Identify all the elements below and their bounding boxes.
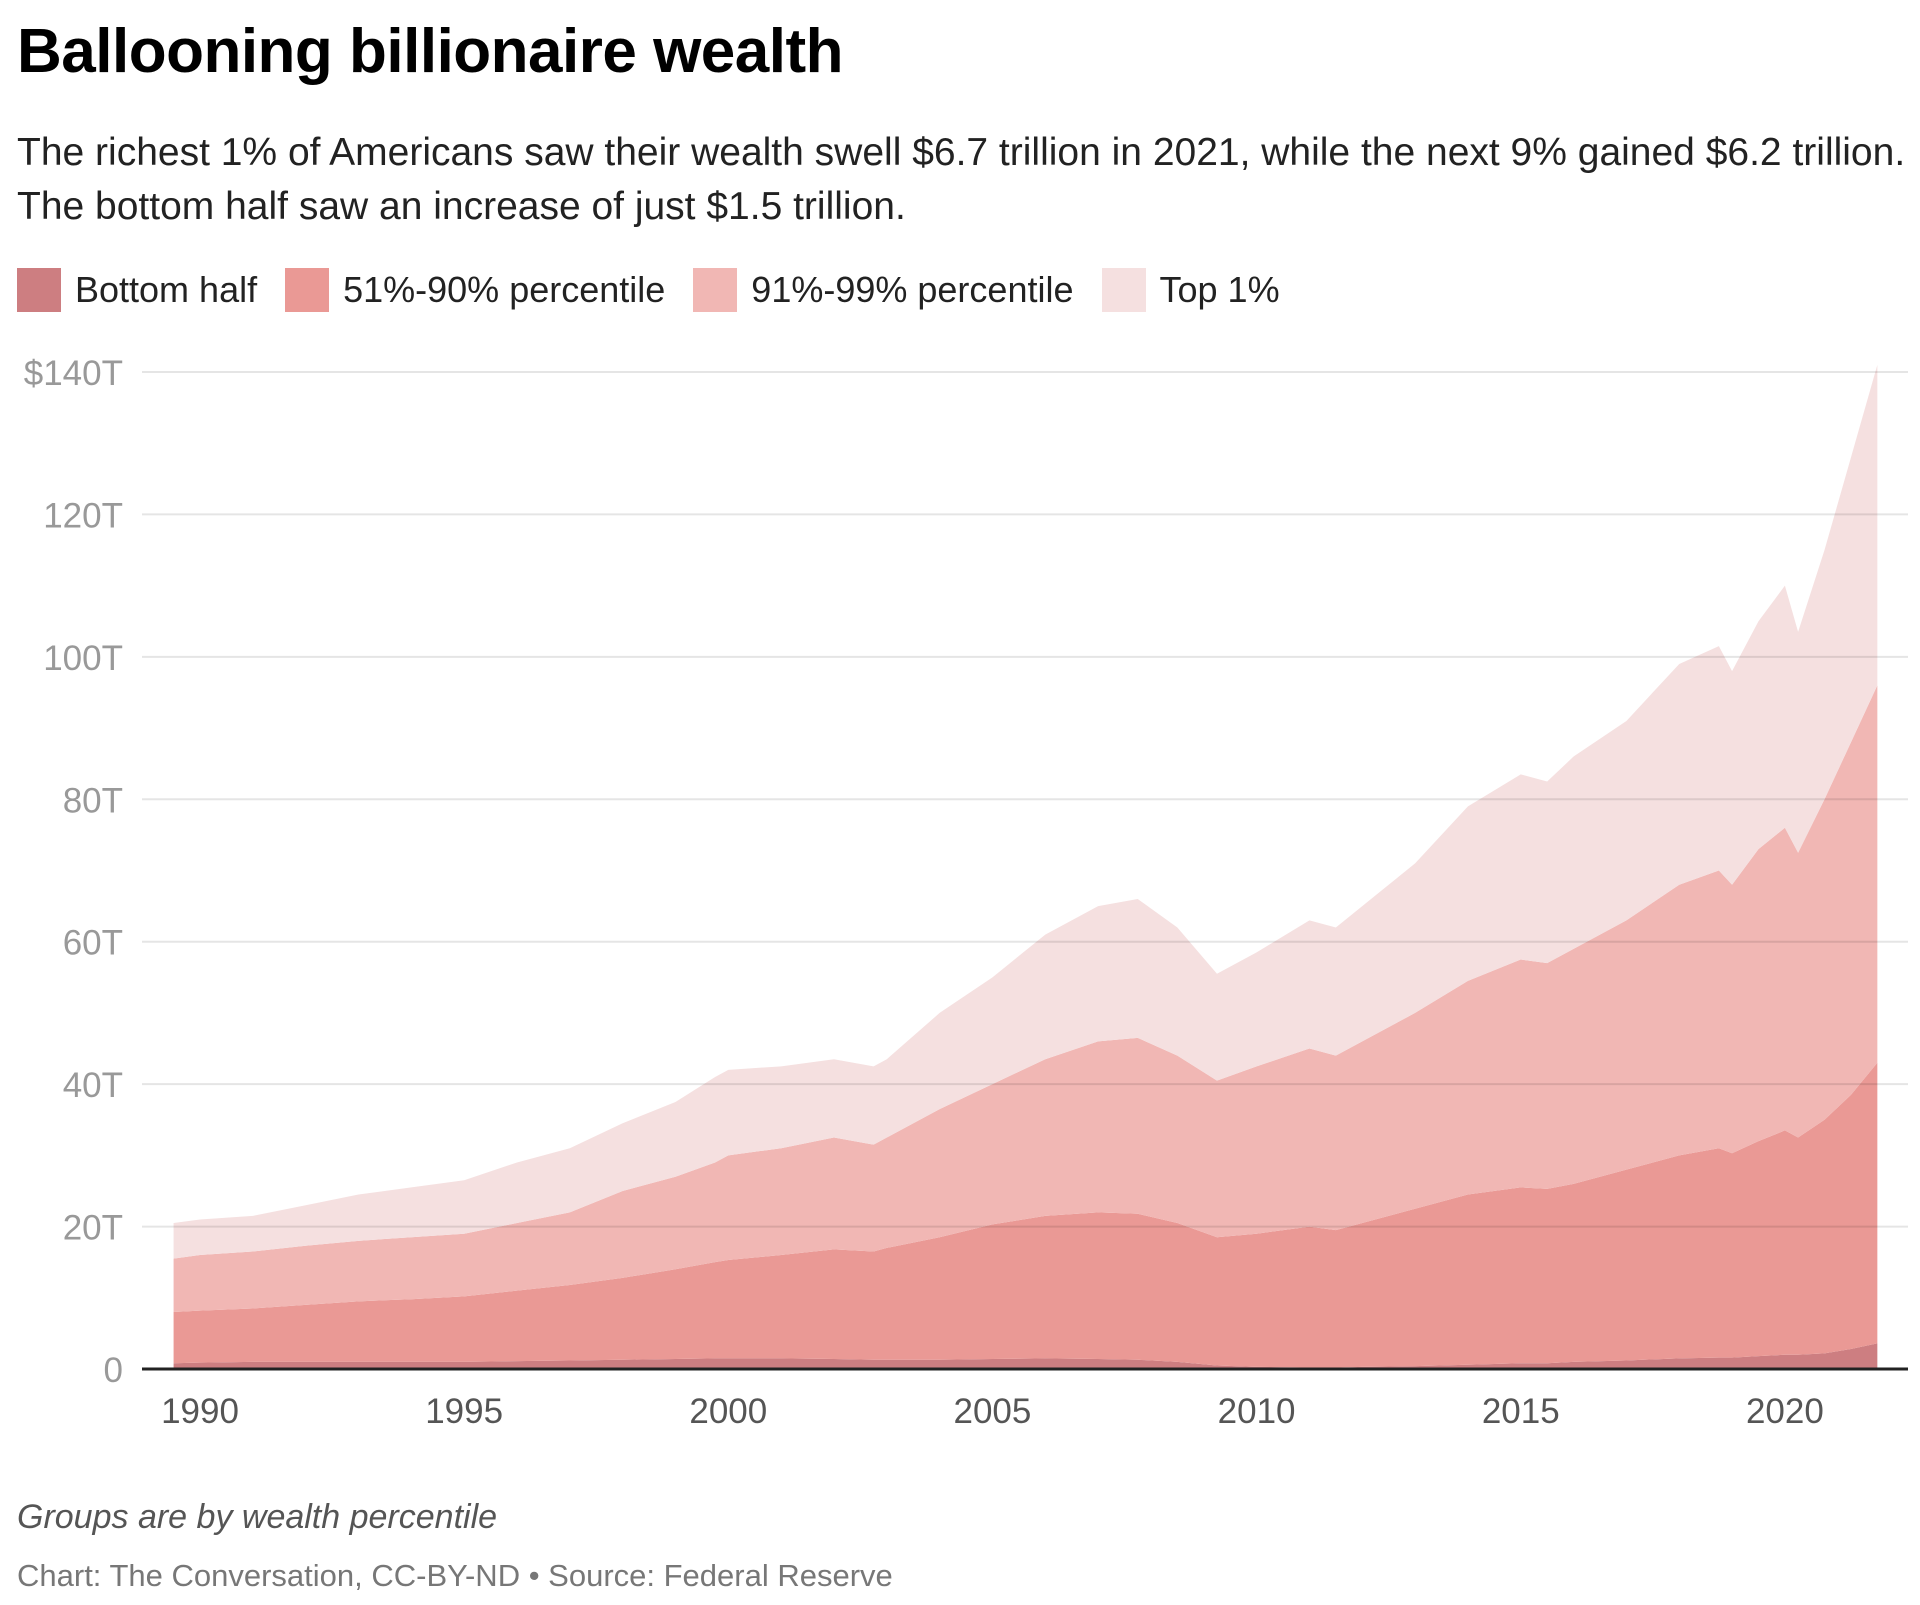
x-tick-label: 2000: [689, 1392, 767, 1431]
y-tick-label: 0: [104, 1351, 123, 1390]
y-tick-label: 60T: [63, 924, 123, 963]
area-51-90-percentile: [173, 1062, 1878, 1368]
x-tick-label: 1990: [161, 1392, 239, 1431]
x-tick-label: 2015: [1482, 1392, 1560, 1431]
footnote: Groups are by wealth percentile: [17, 1498, 498, 1536]
y-tick-label: 20T: [63, 1209, 123, 1248]
legend-swatch: [17, 268, 61, 312]
x-tick-label: 2010: [1218, 1392, 1296, 1431]
y-tick-label: 100T: [43, 639, 123, 678]
chart-subtitle: The richest 1% of Americans saw their we…: [17, 131, 1906, 228]
y-tick-label: 80T: [63, 781, 123, 820]
area-bottom-half: [173, 1343, 1878, 1369]
x-tick-label: 2005: [954, 1392, 1032, 1431]
y-tick-label: 40T: [63, 1066, 123, 1105]
legend: Bottom half 51%-90% percentile 91%-99% p…: [17, 268, 1308, 312]
x-tick-label: 1995: [425, 1392, 503, 1431]
legend-swatch: [1101, 268, 1146, 312]
legend-item: Bottom half: [17, 268, 257, 312]
y-tick-label: 120T: [43, 496, 123, 535]
legend-swatch: [693, 268, 738, 312]
legend-swatch: [285, 268, 330, 312]
legend-label: Top 1%: [1159, 269, 1280, 310]
source-credit: Chart: The Conversation, CC-BY-ND • Sour…: [17, 1558, 893, 1593]
x-tick-label: 2020: [1746, 1392, 1824, 1431]
area-91-99-percentile: [173, 685, 1878, 1313]
chart-title: Ballooning billionaire wealth: [17, 17, 844, 86]
legend-item: 51%-90% percentile: [285, 268, 665, 312]
area-top-1-: [173, 364, 1878, 1259]
legend-label: Bottom half: [75, 269, 258, 310]
y-tick-label: $140T: [24, 354, 123, 393]
legend-item: Top 1%: [1101, 268, 1280, 312]
legend-item: 91%-99% percentile: [693, 268, 1074, 312]
legend-label: 51%-90% percentile: [343, 269, 666, 310]
legend-label: 91%-99% percentile: [751, 269, 1074, 310]
